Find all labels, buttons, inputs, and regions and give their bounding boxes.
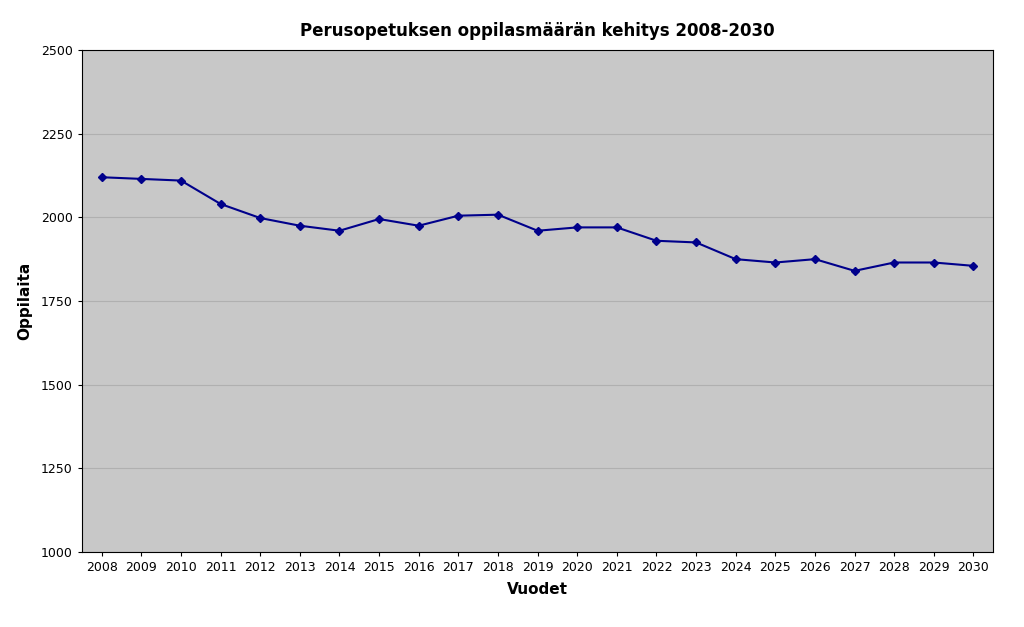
Y-axis label: Oppilaita: Oppilaita [17,262,33,340]
Title: Perusopetuksen oppilasmäärän kehitys 2008-2030: Perusopetuksen oppilasmäärän kehitys 200… [300,23,775,40]
X-axis label: Vuodet: Vuodet [507,582,568,597]
